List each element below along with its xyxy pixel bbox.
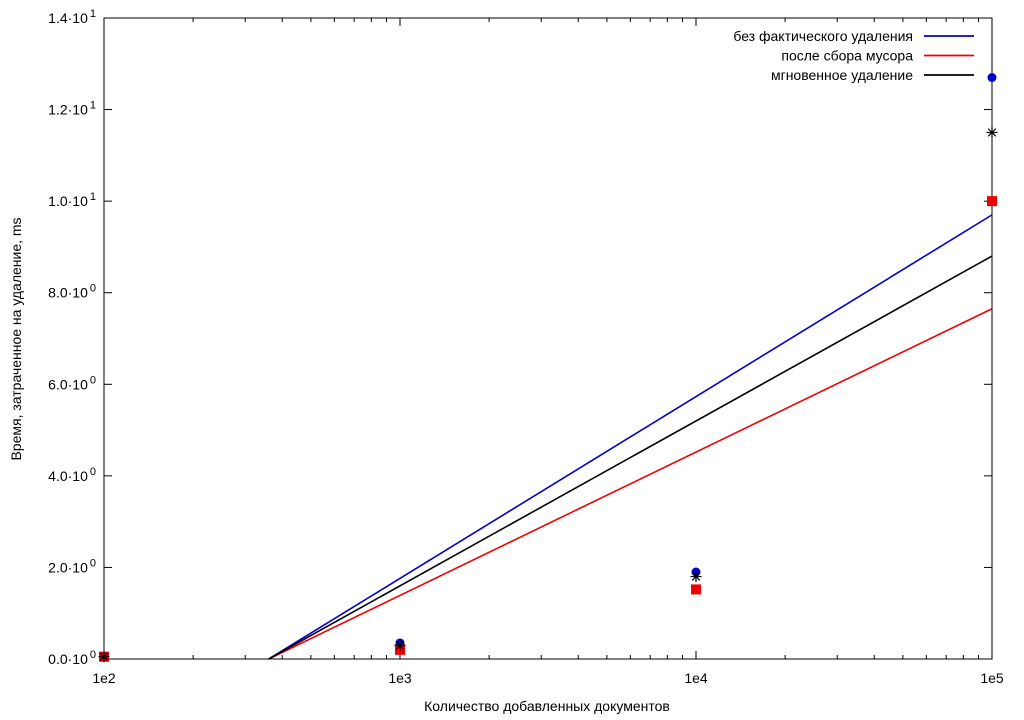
plot-frame bbox=[103, 17, 993, 660]
x-tick-label: 1e5 bbox=[980, 670, 1004, 686]
legend: без фактического удаления после сбора мус… bbox=[733, 28, 974, 83]
y-tick-label: 2.0·10 0 bbox=[48, 557, 96, 575]
y-tick-label: 4.0·10 0 bbox=[48, 466, 96, 484]
y-axis-label: Время, затраченное на удаление, ms bbox=[8, 217, 24, 460]
data-point bbox=[987, 196, 997, 207]
data-point bbox=[394, 639, 406, 651]
data-points bbox=[98, 73, 998, 663]
fit-line bbox=[268, 255, 993, 660]
y-tick-label: 1.4·10 1 bbox=[48, 8, 96, 26]
data-point bbox=[986, 126, 998, 138]
legend-label: без фактического удаления bbox=[733, 28, 913, 44]
x-axis-label: Количество добавленных документов bbox=[424, 698, 670, 714]
fit-line bbox=[268, 214, 993, 660]
legend-label: мгновенное удаление bbox=[771, 67, 913, 83]
y-tick-label: 8.0·10 0 bbox=[48, 283, 96, 301]
fit-line bbox=[268, 308, 993, 660]
x-tick-label: 1e3 bbox=[388, 670, 412, 686]
data-point bbox=[987, 73, 997, 83]
x-tick-label: 1e2 bbox=[92, 670, 116, 686]
data-point bbox=[691, 584, 701, 595]
y-tick-label: 6.0·10 0 bbox=[48, 374, 96, 392]
data-point bbox=[690, 571, 702, 583]
y-tick-label: 1.2·10 1 bbox=[48, 100, 96, 118]
fit-lines bbox=[268, 214, 993, 660]
legend-label: после сбора мусора bbox=[781, 48, 913, 64]
y-tick-label: 1.0·10 1 bbox=[48, 191, 96, 209]
data-point bbox=[98, 651, 110, 663]
x-tick-label: 1e4 bbox=[684, 670, 708, 686]
x-axis: 1e2 1e3 1e4 1e5 bbox=[92, 18, 1004, 686]
y-tick-label: 0.0·10 0 bbox=[48, 649, 96, 667]
y-axis: 0.0·10 0 2.0·10 0 4.0·10 0 6.0·10 0 8.0·10 0 1.0·1… bbox=[48, 8, 992, 667]
